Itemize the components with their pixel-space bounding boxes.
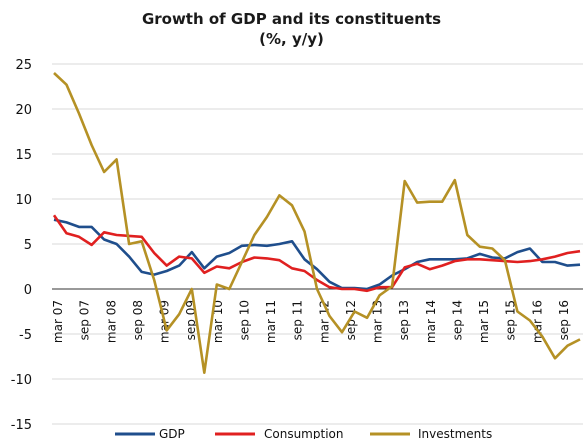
x-tick-label: sep 11 <box>291 300 305 340</box>
x-tick-label: sep 10 <box>237 300 251 340</box>
x-tick-label: mar 16 <box>530 300 544 343</box>
series-line-investments <box>53 72 581 375</box>
x-tick-label: mar 15 <box>477 300 491 343</box>
x-tick-label: sep 16 <box>557 300 571 340</box>
series-line-gdp <box>53 218 581 291</box>
x-tick-label: sep 14 <box>450 300 464 340</box>
chart-subtitle: (%, y/y) <box>259 30 324 48</box>
x-tick-label: mar 13 <box>371 300 385 343</box>
x-axis-labels: mar 07 sep 07 mar 08 sep 08 mar 09 sep 09 mar … <box>51 300 571 343</box>
y-tick-label: 20 <box>15 103 32 118</box>
y-tick-label: -10 <box>11 373 32 388</box>
x-tick-label: mar 11 <box>264 300 278 343</box>
x-tick-label: sep 08 <box>131 300 145 340</box>
y-tick-label: -5 <box>19 328 32 343</box>
x-tick-label: mar 14 <box>424 300 438 343</box>
y-tick-label: -15 <box>11 418 32 433</box>
x-tick-label: mar 07 <box>51 300 65 343</box>
x-tick-label: mar 08 <box>104 300 118 343</box>
legend: GDP Consumption Investments <box>115 427 492 439</box>
y-tick-label: 10 <box>15 193 32 208</box>
legend-label: Investments <box>418 427 492 439</box>
chart-title: Growth of GDP and its constituents <box>141 10 442 28</box>
legend-label: GDP <box>159 427 185 439</box>
series-line-consumption <box>52 214 581 293</box>
y-tick-label: 5 <box>24 238 32 253</box>
y-axis-labels: 25 20 15 10 5 0 -5 -10 -15 <box>11 58 32 433</box>
legend-label: Consumption <box>264 427 343 439</box>
series-lines <box>52 72 581 375</box>
y-tick-label: 0 <box>24 283 32 298</box>
x-tick-label: sep 12 <box>344 300 358 340</box>
x-tick-label: sep 13 <box>397 300 411 340</box>
x-tick-label: sep 15 <box>504 300 518 340</box>
y-tick-label: 25 <box>15 58 32 73</box>
x-tick-label: sep 07 <box>78 300 92 340</box>
y-tick-label: 15 <box>15 148 32 163</box>
